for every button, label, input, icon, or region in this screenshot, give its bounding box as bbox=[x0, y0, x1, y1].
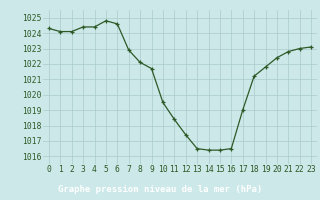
Text: Graphe pression niveau de la mer (hPa): Graphe pression niveau de la mer (hPa) bbox=[58, 185, 262, 194]
